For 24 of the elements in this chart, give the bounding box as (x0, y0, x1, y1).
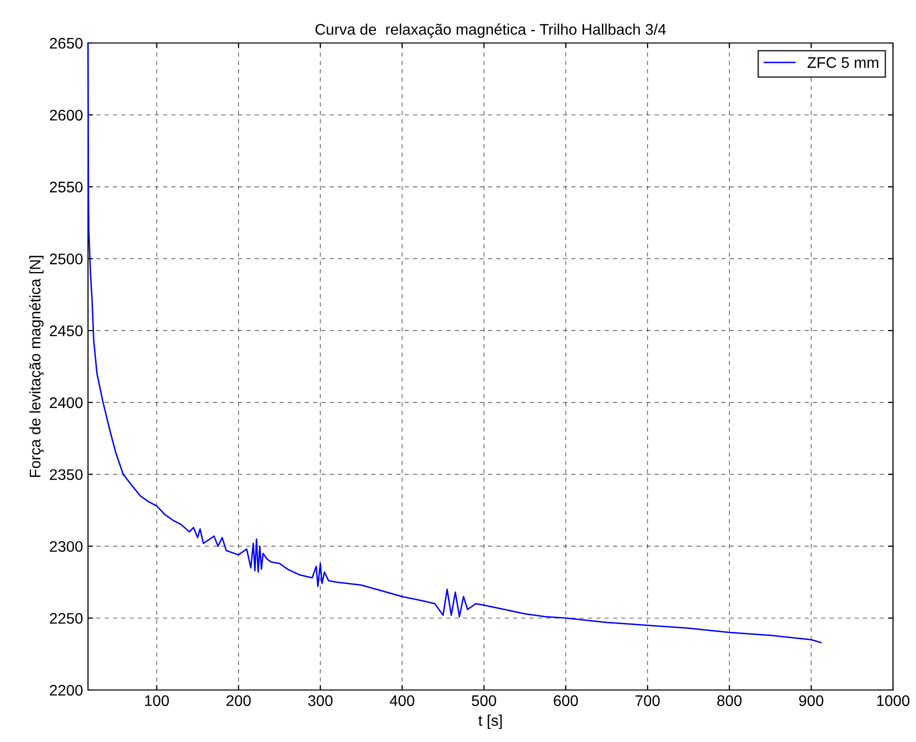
x-tick-label: 1000 (877, 695, 910, 706)
legend-label: ZFC 5 mm (808, 57, 878, 68)
x-tick-label: 500 (472, 695, 496, 706)
y-tick-label: 2400 (50, 397, 83, 408)
x-tick-label: 600 (554, 695, 578, 706)
chart-title: Curva de relaxação magnética - Trilho Hallbach 3/4 (316, 23, 666, 38)
y-tick-label: 2500 (50, 254, 83, 264)
x-tick-label: 200 (226, 695, 251, 706)
x-tick-label: 800 (717, 695, 742, 706)
x-axis-title: t [s] (478, 714, 502, 729)
y-tick-label: 2650 (50, 38, 83, 49)
x-tick-label: 700 (636, 695, 660, 706)
x-tick-label: 100 (145, 695, 169, 706)
y-tick-label: 2450 (50, 325, 83, 336)
y-tick-label: 2200 (50, 684, 83, 696)
x-tick-label: 900 (799, 695, 824, 706)
x-tick-label: 300 (308, 695, 332, 706)
x-tick-label: 400 (390, 695, 414, 706)
y-tick-label: 2550 (50, 182, 83, 192)
y-tick-label: 2350 (50, 469, 83, 480)
y-tick-label: 2600 (50, 110, 83, 121)
y-tick-label: 2300 (50, 541, 83, 552)
y-axis-title: Força de levitação magnética [N] (29, 256, 44, 477)
y-tick-label: 2250 (50, 612, 83, 624)
